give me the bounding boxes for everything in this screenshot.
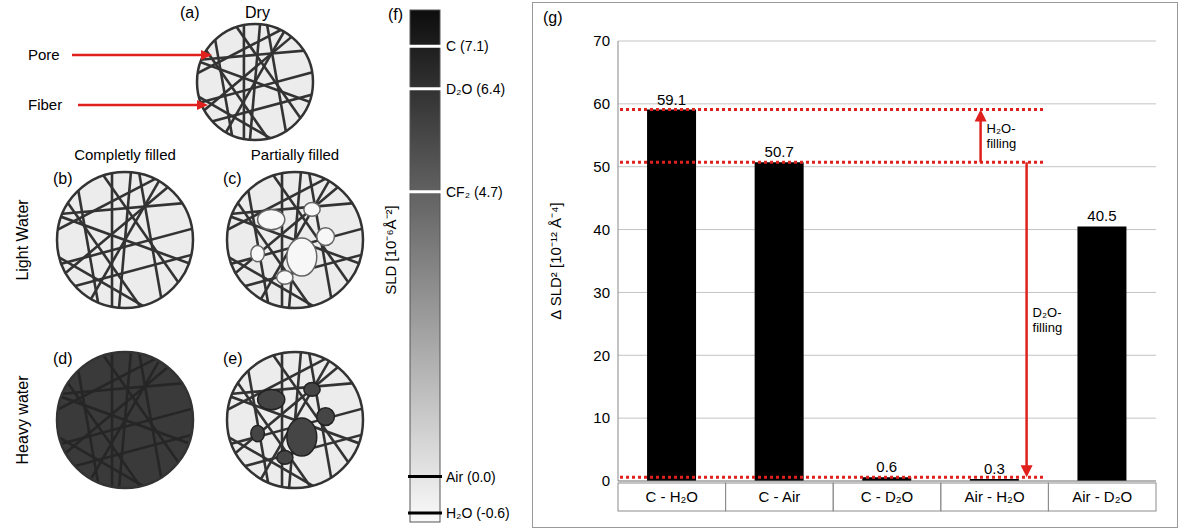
svg-text:59.1: 59.1 <box>657 91 686 108</box>
svg-text:50: 50 <box>593 158 610 175</box>
svg-text:Partially filled: Partially filled <box>251 146 339 163</box>
svg-text:filling: filling <box>1033 320 1063 335</box>
svg-text:(a): (a) <box>180 4 200 21</box>
svg-text:C - H₂O: C - H₂O <box>646 488 699 505</box>
svg-text:CF₂ (4.7): CF₂ (4.7) <box>446 184 503 200</box>
svg-text:(c): (c) <box>223 170 242 187</box>
svg-text:SLD [10⁻⁶Å⁻²]: SLD [10⁻⁶Å⁻²] <box>382 205 399 295</box>
svg-text:C - Air: C - Air <box>759 488 801 505</box>
svg-text:Dry: Dry <box>245 4 270 21</box>
svg-text:Air - H₂O: Air - H₂O <box>965 488 1025 505</box>
svg-text:20: 20 <box>593 347 610 364</box>
svg-text:(e): (e) <box>223 350 243 367</box>
svg-text:C - D₂O: C - D₂O <box>861 488 914 505</box>
svg-text:0: 0 <box>602 472 610 489</box>
svg-text:Fiber: Fiber <box>28 96 62 113</box>
svg-text:Completly filled: Completly filled <box>74 146 176 163</box>
svg-text:0.3: 0.3 <box>984 460 1005 477</box>
svg-text:(d): (d) <box>53 350 73 367</box>
svg-text:10: 10 <box>593 409 610 426</box>
svg-text:60: 60 <box>593 95 610 112</box>
svg-text:50.7: 50.7 <box>765 143 794 160</box>
svg-text:D₂O-: D₂O- <box>1033 305 1062 320</box>
svg-text:30: 30 <box>593 284 610 301</box>
svg-text:(b): (b) <box>53 170 73 187</box>
html-text:(g): (g) <box>543 9 563 26</box>
svg-text:H₂O-: H₂O- <box>987 121 1016 136</box>
svg-text:Light Water: Light Water <box>14 199 31 281</box>
svg-text:40: 40 <box>593 221 610 238</box>
svg-text:(f): (f) <box>388 6 403 23</box>
svg-text:filling: filling <box>987 136 1017 151</box>
svg-text:Air - D₂O: Air - D₂O <box>1072 488 1132 505</box>
svg-text:40.5: 40.5 <box>1087 207 1116 224</box>
svg-text:Heavy water: Heavy water <box>14 375 31 465</box>
svg-text:70: 70 <box>593 32 610 49</box>
svg-text:Air (0.0): Air (0.0) <box>446 469 496 485</box>
svg-text:D₂O (6.4): D₂O (6.4) <box>446 81 505 97</box>
svg-text:C (7.1): C (7.1) <box>446 38 489 54</box>
svg-text:Δ SLD² [10⁻¹² Å⁻⁴]: Δ SLD² [10⁻¹² Å⁻⁴] <box>547 202 564 319</box>
svg-text:H₂O (-0.6): H₂O (-0.6) <box>446 505 510 521</box>
svg-text:0.6: 0.6 <box>876 458 897 475</box>
svg-text:Pore: Pore <box>28 46 60 63</box>
